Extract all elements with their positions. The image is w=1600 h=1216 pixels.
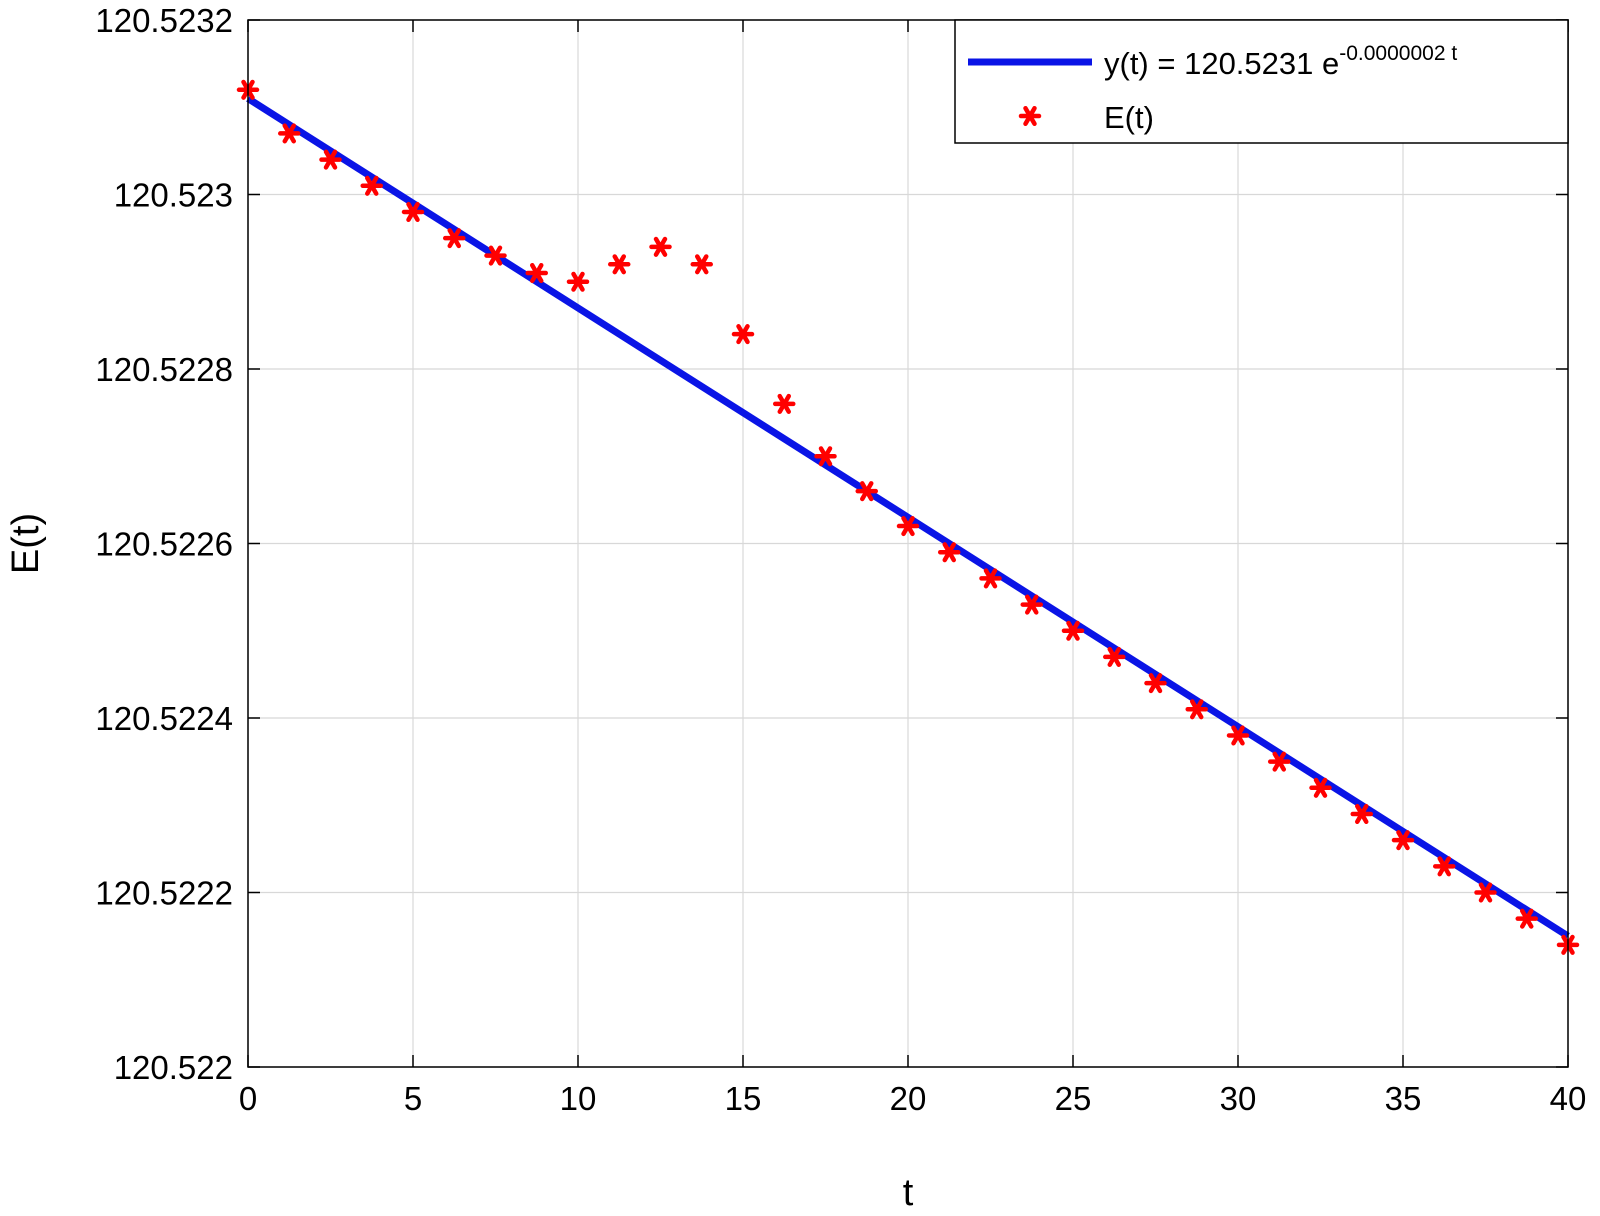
data-point-core	[450, 234, 458, 242]
data-point-core	[327, 156, 334, 164]
y-tick-label: 120.5222	[95, 875, 233, 912]
data-point-core	[368, 182, 376, 190]
data-point-core	[1523, 915, 1531, 923]
x-tick-label: 0	[239, 1080, 257, 1117]
x-tick-label: 15	[725, 1080, 762, 1117]
data-point-core	[698, 260, 706, 268]
data-point-core	[1234, 731, 1242, 739]
data-point	[1309, 777, 1332, 798]
data-point	[360, 175, 383, 196]
data-point	[896, 516, 920, 537]
ticks: 0 5 10 15 20 25 30 35 40 120.522 120.5222 120.5224 1…	[95, 2, 1586, 1117]
data-point-core	[657, 243, 664, 251]
data-point-core	[285, 129, 293, 137]
data-point	[443, 228, 466, 249]
data-point-core	[1152, 679, 1159, 687]
x-tick-label: 35	[1385, 1080, 1422, 1117]
legend-fit-label: y(t) = 120.5231 e-0.0000002 t	[1104, 42, 1457, 81]
legend: y(t) = 120.5231 e-0.0000002 t E(t)	[954, 19, 1569, 144]
data-point-core	[1275, 758, 1283, 766]
data-point	[484, 245, 507, 266]
data-point	[608, 254, 631, 275]
data-point	[938, 542, 961, 563]
legend-box	[954, 19, 1569, 144]
data-point-core	[987, 574, 994, 582]
grid	[247, 19, 1569, 1068]
data-point-core	[492, 252, 499, 260]
data-point-core	[615, 260, 623, 268]
data-point	[566, 271, 590, 292]
fit-line	[246, 95, 1570, 940]
y-tick-label: 120.523	[114, 177, 233, 214]
data-point-core	[780, 400, 788, 408]
data-point-core	[945, 548, 953, 556]
data-point	[1433, 856, 1456, 877]
data-point	[1474, 882, 1497, 903]
y-tick-label: 120.5232	[95, 2, 233, 39]
data-point	[525, 262, 548, 284]
x-axis-title: t	[903, 1172, 914, 1214]
data-point	[773, 393, 796, 414]
data-point	[319, 149, 342, 170]
data-point	[1515, 908, 1538, 929]
data-point	[855, 481, 878, 502]
x-tick-label: 10	[560, 1080, 597, 1117]
y-tick-label: 120.5226	[95, 526, 233, 563]
x-tick-label: 25	[1055, 1080, 1092, 1117]
data-point	[1391, 830, 1415, 851]
data-point-core	[409, 208, 417, 216]
legend-marker-swatch	[1018, 105, 1042, 127]
y-tick-label: 120.5228	[95, 351, 233, 388]
data-point-core	[863, 487, 871, 495]
y-tick-label: 120.5224	[95, 700, 233, 737]
y-axis-title: E(t)	[5, 513, 47, 574]
data-point-core	[904, 522, 912, 530]
x-tick-label: 30	[1220, 1080, 1257, 1117]
legend-marker	[1018, 105, 1042, 127]
legend-data-label: E(t)	[1104, 100, 1154, 135]
data-point-core	[1399, 836, 1407, 844]
data-point	[814, 446, 837, 467]
data-point-core	[1069, 627, 1077, 635]
data-point-core	[822, 452, 829, 460]
data-point-core	[1358, 810, 1366, 818]
data-point-core	[1482, 889, 1489, 896]
data-point	[731, 324, 755, 345]
data-point-core	[1440, 862, 1448, 870]
data-point	[401, 201, 425, 222]
x-tick-label: 40	[1550, 1080, 1587, 1117]
data-point-core	[1110, 653, 1118, 661]
data-point-core	[739, 330, 747, 338]
plot-area	[236, 79, 1580, 955]
data-point-core	[1317, 784, 1324, 792]
data-point-core	[574, 278, 582, 286]
data-point	[1061, 620, 1085, 641]
y-tick-label: 120.522	[114, 1049, 233, 1086]
data-point-core	[1026, 112, 1034, 120]
data-point	[649, 236, 672, 257]
data-point	[1144, 673, 1167, 694]
data-point	[979, 568, 1002, 589]
legend-fit-label-exponent: -0.0000002 t	[1339, 42, 1457, 65]
data-point	[1350, 803, 1373, 825]
x-tick-label: 5	[404, 1080, 422, 1117]
data-point-core	[1193, 705, 1201, 713]
data-point	[1020, 594, 1043, 615]
data-point-core	[1028, 601, 1036, 609]
legend-fit-label-main: y(t) = 120.5231 e	[1104, 46, 1339, 81]
data-point	[1268, 751, 1291, 772]
x-tick-label: 20	[890, 1080, 927, 1117]
data-point	[1185, 699, 1208, 720]
data-point	[1103, 646, 1126, 667]
data-point-core	[533, 269, 541, 277]
data-point	[690, 254, 713, 275]
data-point	[1226, 725, 1250, 746]
data-point	[278, 123, 301, 144]
